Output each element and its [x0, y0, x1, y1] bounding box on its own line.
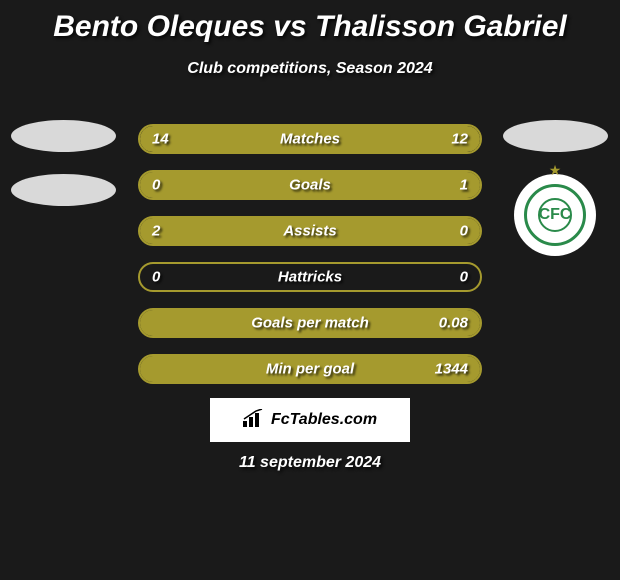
- stats-bars: 14Matches120Goals12Assists00Hattricks0Go…: [138, 124, 482, 400]
- stat-value-left: 2: [152, 223, 160, 240]
- chart-icon: [243, 409, 265, 432]
- stat-value-right: 1: [460, 177, 468, 194]
- right-player-logos: ★ CFC: [500, 120, 610, 256]
- club-logo-coritiba: ★ CFC: [514, 174, 596, 256]
- stat-value-right: 1344: [435, 361, 468, 378]
- stat-value-left: 14: [152, 131, 169, 148]
- page-subtitle: Club competitions, Season 2024: [0, 60, 620, 78]
- stat-label: Goals per match: [251, 315, 369, 332]
- stat-label: Hattricks: [278, 269, 342, 286]
- star-icon: ★: [549, 162, 562, 179]
- stat-label: Goals: [289, 177, 331, 194]
- page-title: Bento Oleques vs Thalisson Gabriel: [0, 0, 620, 44]
- logo-placeholder: [11, 120, 116, 152]
- stat-label: Matches: [280, 131, 340, 148]
- stat-value-right: 12: [451, 131, 468, 148]
- left-player-logos: [8, 120, 118, 228]
- stat-row: Min per goal 1344: [138, 354, 482, 384]
- stat-row: 2 Assists 0: [138, 216, 482, 246]
- stat-label: Assists: [283, 223, 336, 240]
- date-label: 11 september 2024: [239, 454, 381, 472]
- stat-value-right: 0: [460, 223, 468, 240]
- stat-value-right: 0.08: [439, 315, 468, 332]
- stat-value-left: 0: [152, 269, 160, 286]
- stat-row: 0 Hattricks 0: [138, 262, 482, 292]
- site-badge[interactable]: FcTables.com: [210, 398, 410, 442]
- club-logo-text: CFC: [538, 198, 572, 232]
- stat-row: 0 Goals 1: [138, 170, 482, 200]
- stat-row: Goals per match 0.08: [138, 308, 482, 338]
- stat-label: Min per goal: [266, 361, 354, 378]
- stat-row: 14 Matches 12: [138, 124, 482, 154]
- stat-value-left: 0: [152, 177, 160, 194]
- logo-placeholder: [11, 174, 116, 206]
- logo-placeholder: [503, 120, 608, 152]
- club-logo-inner: CFC: [524, 184, 586, 246]
- stat-value-right: 0: [460, 269, 468, 286]
- site-name: FcTables.com: [271, 411, 377, 429]
